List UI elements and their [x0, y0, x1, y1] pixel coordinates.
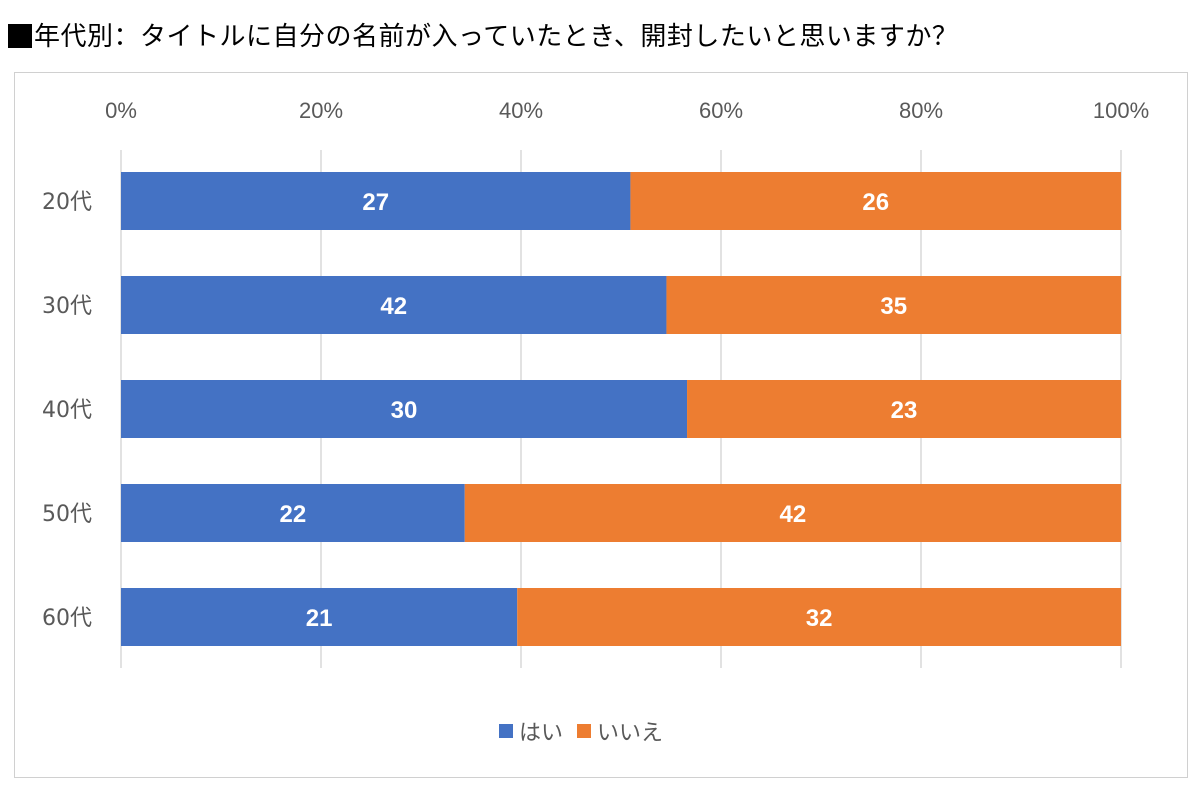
data-label: 32	[806, 605, 833, 632]
bar-40代-はい	[121, 380, 688, 438]
x-tick-label: 80%	[899, 98, 943, 123]
x-tick-label: 20%	[299, 98, 343, 123]
x-tick-label: 0%	[105, 98, 137, 123]
data-label: 30	[391, 397, 418, 424]
chart-frame	[14, 72, 1188, 778]
bar-40代-いいえ	[687, 380, 1121, 438]
bars: 27 26 42 35 30 23 22 42 21 32	[121, 172, 1121, 646]
category-label: 20代	[42, 190, 92, 215]
data-label: 42	[380, 293, 407, 320]
bar-60代-いいえ	[517, 588, 1121, 646]
page-title: 年代別：タイトルに自分の名前が入っていたとき、開封したいと思いますか？	[8, 16, 958, 53]
data-label: 23	[891, 397, 918, 424]
bar-30代-いいえ	[666, 276, 1121, 334]
bar-30代-はい	[121, 276, 667, 334]
bar-50代-いいえ	[464, 484, 1121, 542]
legend-label: いいえ	[597, 721, 663, 746]
data-label: 42	[780, 501, 807, 528]
legend: はい いいえ	[499, 721, 663, 746]
x-tick-label: 40%	[499, 98, 543, 123]
legend-swatch-いいえ	[577, 724, 591, 738]
data-label: 22	[280, 501, 307, 528]
category-label: 50代	[42, 502, 92, 527]
bar-60代-はい	[121, 588, 518, 646]
category-label: 60代	[42, 606, 92, 631]
x-tick-label: 60%	[699, 98, 743, 123]
data-label: 26	[862, 189, 889, 216]
category-label: 40代	[42, 398, 92, 423]
bar-50代-はい	[121, 484, 465, 542]
category-label: 30代	[42, 294, 92, 319]
legend-swatch-はい	[499, 724, 513, 738]
x-tick-label: 100%	[1093, 98, 1149, 123]
x-axis-ticks: 0% 20% 40% 60% 80% 100%	[105, 98, 1149, 123]
legend-label: はい	[519, 721, 563, 746]
bar-20代-はい	[121, 172, 631, 230]
data-label: 21	[306, 605, 333, 632]
title-text: 年代別：タイトルに自分の名前が入っていたとき、開封したいと思いますか？	[34, 22, 959, 52]
bar-20代-いいえ	[630, 172, 1121, 230]
data-label: 27	[362, 189, 389, 216]
data-label: 35	[880, 293, 907, 320]
title-square-icon	[8, 24, 32, 48]
y-axis-categories: 20代 30代 40代 50代 60代	[42, 190, 92, 631]
